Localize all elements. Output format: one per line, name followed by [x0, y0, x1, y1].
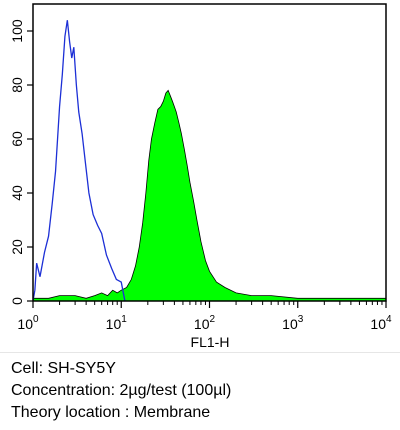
- y-tick-label: 100: [9, 19, 25, 43]
- y-tick-label: 40: [9, 185, 25, 201]
- y-tick-label: 0: [9, 297, 25, 305]
- y-tick-label: 20: [9, 239, 25, 255]
- x-tick-label: 102: [194, 314, 216, 332]
- y-tick-label: 60: [9, 131, 25, 147]
- x-tick-label: 104: [370, 314, 392, 332]
- stained-histogram-series: [32, 89, 387, 302]
- x-tick-label: 101: [106, 314, 128, 332]
- caption-concentration: Concentration: 2µg/test (100µl): [11, 382, 232, 399]
- divider: [0, 352, 400, 353]
- control-histogram-series: [32, 20, 126, 302]
- x-tick-label: 100: [17, 314, 39, 332]
- y-tick-label: 80: [9, 77, 25, 93]
- caption-location: Theory location : Membrane: [11, 404, 211, 421]
- flow-histogram: 100 101 102 103 104 0 20 40 60 80 100 FL1-H: [9, 3, 392, 350]
- caption-cell: Cell: SH-SY5Y: [11, 360, 116, 377]
- x-tick-label: 103: [282, 314, 304, 332]
- x-axis-title: FL1-H: [191, 334, 230, 350]
- plot-frame: [32, 3, 387, 302]
- caption-block: Cell: SH-SY5Y Concentration: 2µg/test (1…: [11, 358, 231, 424]
